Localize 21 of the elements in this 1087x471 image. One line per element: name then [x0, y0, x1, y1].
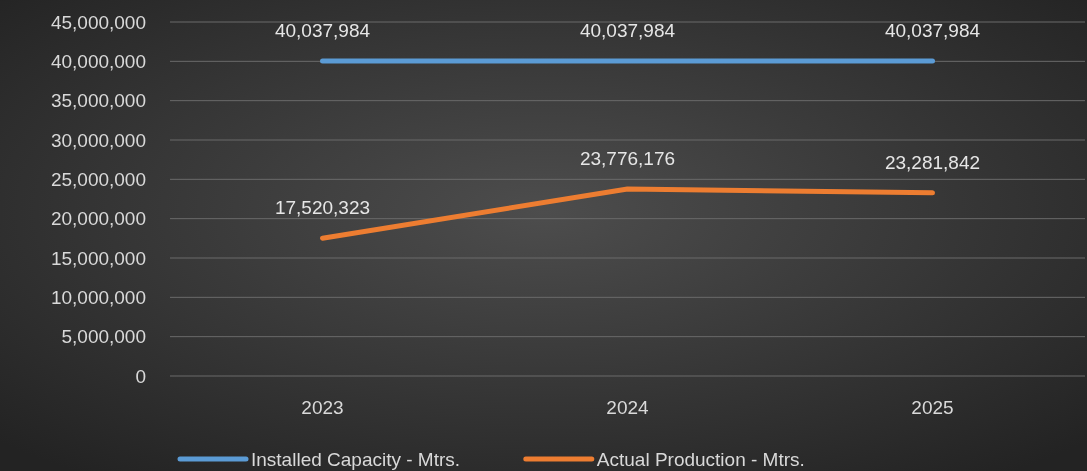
y-tick-label: 35,000,000 — [50, 90, 146, 112]
y-tick-label: 5,000,000 — [61, 326, 146, 348]
y-tick-label: 20,000,000 — [50, 208, 146, 230]
x-tick-label: 2025 — [911, 397, 954, 418]
data-label: 40,037,984 — [274, 20, 371, 42]
data-label: 17,520,323 — [274, 197, 371, 219]
legend-label: Installed Capacity - Mtrs. — [251, 449, 461, 470]
data-label: 23,776,176 — [579, 147, 676, 169]
y-tick-label: 25,000,000 — [50, 168, 146, 190]
y-tick-label: 45,000,000 — [50, 11, 146, 33]
y-tick-label: 15,000,000 — [50, 247, 146, 269]
data-label: 40,037,984 — [579, 20, 676, 42]
y-tick-label: 10,000,000 — [50, 286, 146, 308]
data-label: 23,281,842 — [884, 151, 981, 173]
x-tick-label: 2023 — [301, 397, 344, 418]
x-tick-label: 2024 — [606, 397, 650, 418]
y-tick-label: 0 — [135, 365, 146, 387]
legend-label: Actual Production - Mtrs. — [596, 449, 805, 470]
y-tick-label: 30,000,000 — [50, 129, 146, 151]
y-tick-label: 40,000,000 — [50, 50, 146, 72]
data-label: 40,037,984 — [884, 20, 981, 42]
